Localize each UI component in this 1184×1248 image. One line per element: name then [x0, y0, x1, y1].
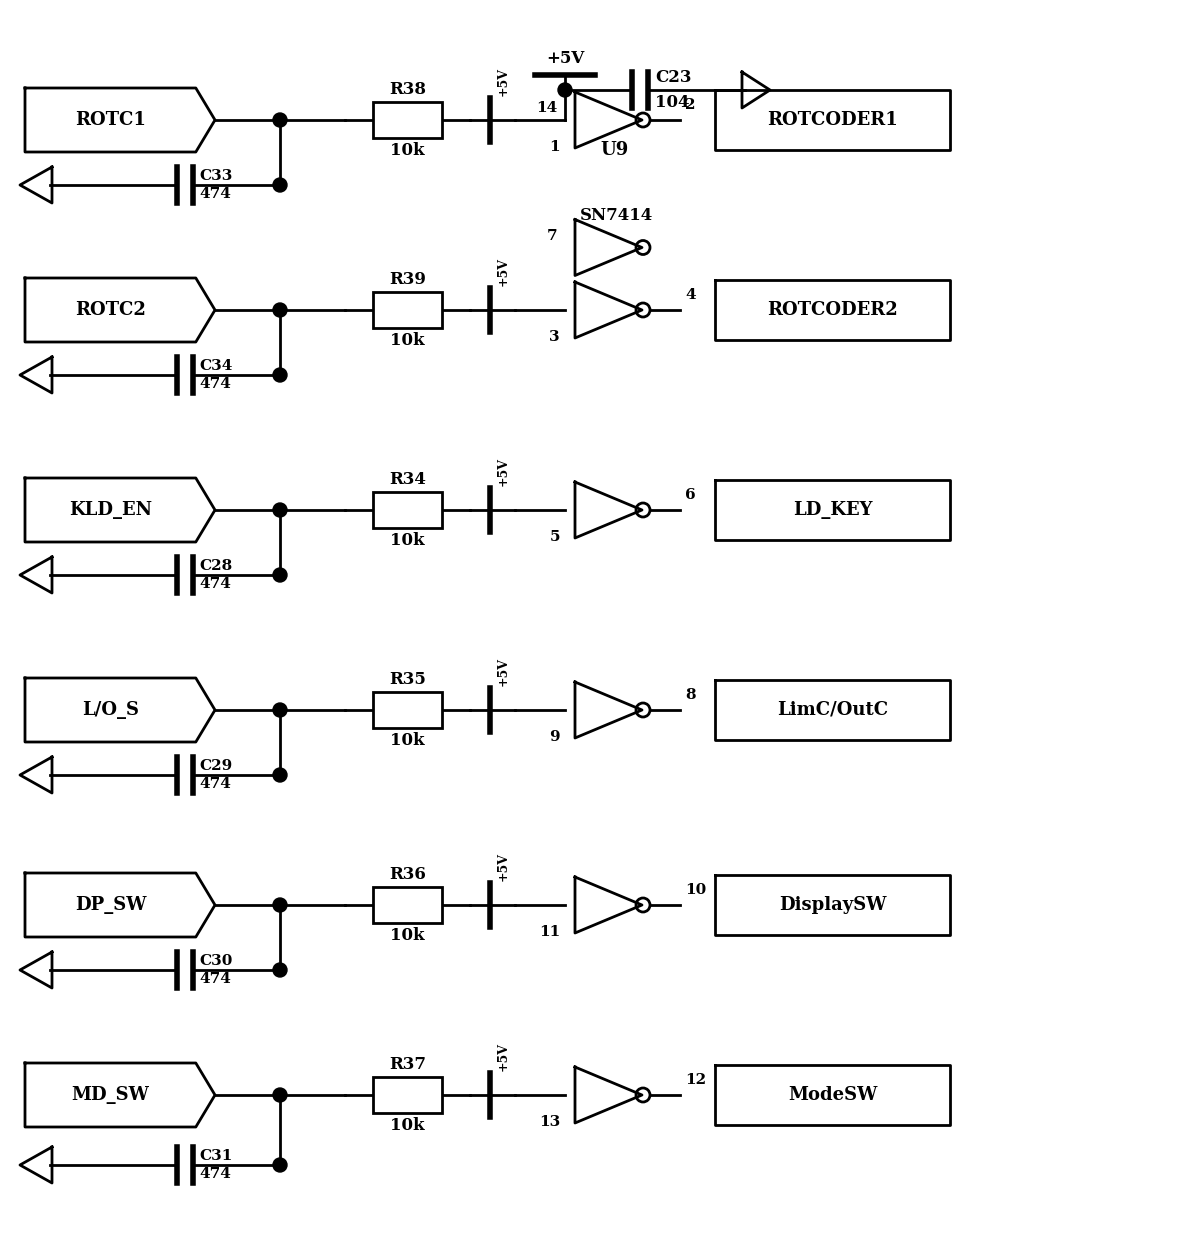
Text: 474: 474	[199, 972, 231, 986]
Circle shape	[274, 178, 287, 192]
Text: 13: 13	[539, 1114, 560, 1129]
Text: 7: 7	[546, 228, 556, 242]
Bar	[373, 492, 442, 528]
Text: 10k: 10k	[391, 142, 425, 158]
Text: 474: 474	[199, 377, 231, 391]
Text: C28: C28	[199, 559, 232, 573]
Text: +5V: +5V	[546, 50, 584, 67]
Text: LimC/OutC: LimC/OutC	[777, 701, 888, 719]
Text: R39: R39	[390, 271, 426, 288]
Text: U9: U9	[600, 141, 629, 158]
Circle shape	[274, 963, 287, 977]
Circle shape	[274, 899, 287, 912]
Text: 10k: 10k	[391, 733, 425, 749]
Text: R35: R35	[390, 671, 426, 688]
Text: DisplaySW: DisplaySW	[779, 896, 886, 914]
Text: 10k: 10k	[391, 927, 425, 943]
Text: 6: 6	[686, 488, 696, 502]
Text: +5V: +5V	[496, 457, 509, 485]
Text: ModeSW: ModeSW	[787, 1086, 877, 1104]
Text: 3: 3	[549, 329, 560, 344]
Text: R38: R38	[390, 81, 426, 99]
Text: +5V: +5V	[496, 656, 509, 686]
Text: L/O_S: L/O_S	[82, 701, 139, 719]
Text: KLD_EN: KLD_EN	[69, 500, 152, 519]
Text: R36: R36	[390, 866, 426, 884]
Circle shape	[274, 1088, 287, 1102]
Text: C31: C31	[199, 1149, 232, 1163]
Text: 14: 14	[535, 101, 556, 115]
Text: C23: C23	[655, 69, 691, 86]
Text: ROTC2: ROTC2	[75, 301, 146, 319]
Circle shape	[274, 768, 287, 782]
Circle shape	[274, 568, 287, 582]
Text: 9: 9	[549, 730, 560, 744]
Text: 11: 11	[539, 925, 560, 938]
Circle shape	[274, 303, 287, 317]
Circle shape	[274, 703, 287, 718]
Text: C33: C33	[199, 168, 232, 183]
Text: 10k: 10k	[391, 532, 425, 549]
Text: R37: R37	[390, 1056, 426, 1073]
Text: +5V: +5V	[496, 257, 509, 286]
Text: 10: 10	[686, 884, 706, 897]
Text: SN7414: SN7414	[580, 206, 654, 223]
Text: 104: 104	[655, 94, 689, 111]
Text: C30: C30	[199, 953, 232, 968]
Text: DP_SW: DP_SW	[75, 896, 146, 914]
Text: 474: 474	[199, 187, 231, 201]
Text: 474: 474	[199, 577, 231, 592]
Text: 10k: 10k	[391, 1117, 425, 1134]
Text: 8: 8	[686, 688, 696, 701]
Text: ROTCODER2: ROTCODER2	[767, 301, 897, 319]
Bar	[373, 292, 442, 328]
Text: 474: 474	[199, 1167, 231, 1181]
Text: ROTC1: ROTC1	[75, 111, 146, 129]
Text: 12: 12	[686, 1073, 706, 1087]
Bar	[373, 102, 442, 139]
Text: 4: 4	[686, 288, 696, 302]
Text: 2: 2	[686, 99, 695, 112]
Circle shape	[274, 1158, 287, 1172]
Text: 474: 474	[199, 778, 231, 791]
Text: 5: 5	[549, 530, 560, 544]
Circle shape	[274, 114, 287, 127]
Text: 10k: 10k	[391, 332, 425, 349]
Text: +5V: +5V	[496, 67, 509, 96]
Text: LD_KEY: LD_KEY	[793, 500, 873, 519]
Bar	[373, 1077, 442, 1113]
Text: +5V: +5V	[496, 852, 509, 881]
Text: R34: R34	[390, 470, 426, 488]
Circle shape	[274, 503, 287, 517]
Text: MD_SW: MD_SW	[71, 1086, 149, 1104]
Text: +5V: +5V	[496, 1042, 509, 1071]
Circle shape	[274, 368, 287, 382]
Text: ROTCODER1: ROTCODER1	[767, 111, 897, 129]
Bar	[373, 691, 442, 728]
Circle shape	[558, 84, 572, 97]
Text: 1: 1	[549, 140, 560, 154]
Bar	[373, 887, 442, 924]
Text: C34: C34	[199, 359, 232, 373]
Text: C29: C29	[199, 759, 232, 773]
